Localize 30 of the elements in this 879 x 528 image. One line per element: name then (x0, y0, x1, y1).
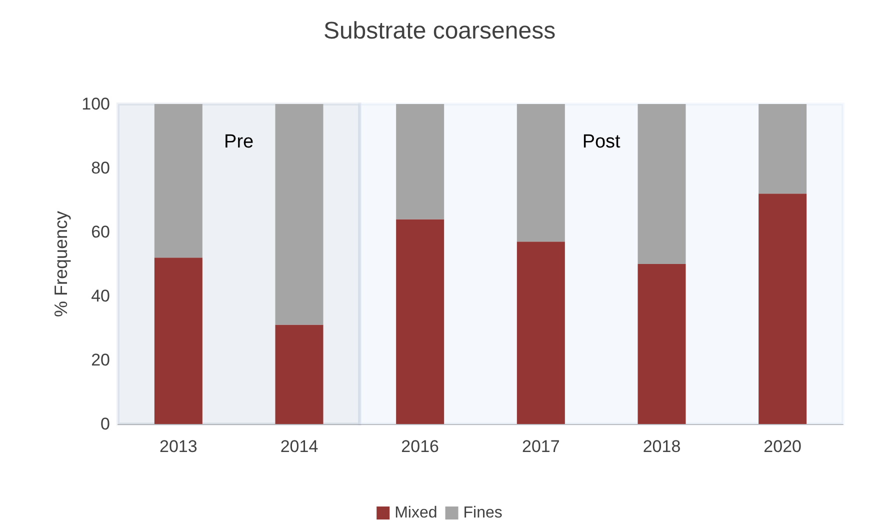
bar (275, 324, 324, 424)
bar (154, 104, 202, 258)
bar (758, 104, 807, 194)
x-tick-label: 2020 (764, 437, 802, 456)
bar (516, 242, 565, 424)
bar (516, 104, 565, 242)
legend-label: Fines (463, 504, 502, 522)
chart-title: Substrate coarseness (323, 18, 556, 44)
legend-label: Mixed (394, 504, 438, 522)
bar (154, 258, 202, 424)
y-tick-label: 20 (91, 350, 110, 370)
x-tick-label: 2018 (642, 437, 681, 456)
y-tick-label: 80 (91, 158, 110, 178)
band-label: Post (582, 132, 622, 152)
y-tick-label: 100 (82, 94, 110, 114)
bar (275, 104, 324, 325)
x-tick-label: 2016 (401, 437, 439, 456)
x-tick-label: 2014 (280, 437, 318, 456)
y-tick-label: 0 (100, 414, 110, 434)
bar (638, 264, 686, 424)
band-label: Pre (224, 132, 254, 152)
bar (396, 104, 444, 220)
bar (396, 219, 444, 424)
x-tick-label: 2017 (522, 437, 560, 456)
x-tick-label: 2013 (160, 437, 198, 456)
y-tick-label: 60 (91, 222, 110, 242)
bar (758, 194, 807, 424)
bar (638, 104, 686, 264)
y-axis-title: % Frequency (51, 210, 71, 318)
y-tick-label: 40 (91, 286, 110, 306)
